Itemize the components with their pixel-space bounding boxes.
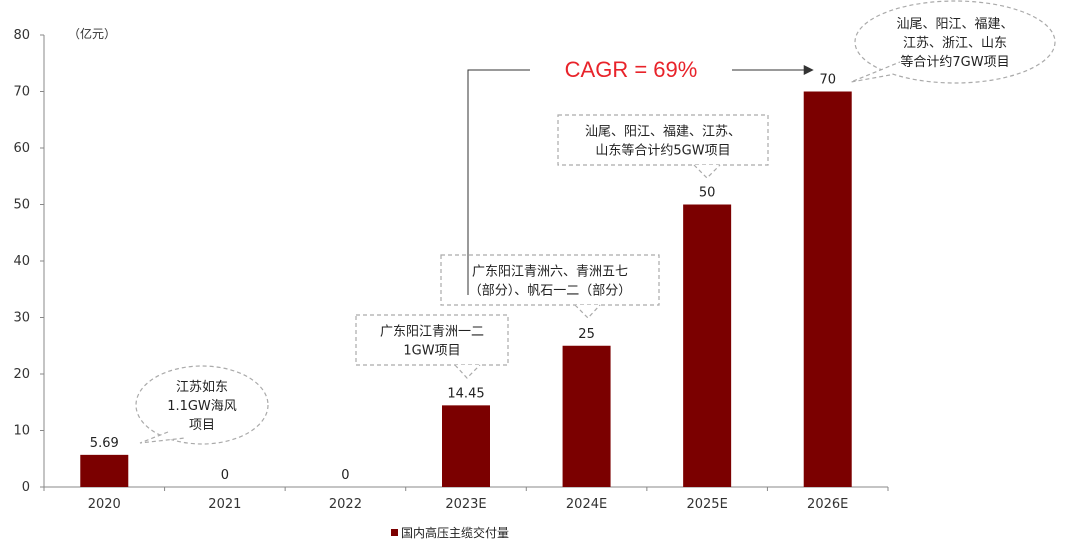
data-labels: 5.69 0 0 14.45 25 50 70 bbox=[90, 73, 836, 484]
callout-pointer bbox=[850, 61, 901, 83]
callout-pointer bbox=[139, 431, 186, 444]
callout-text: 山东等合计约5GW项目 bbox=[595, 143, 730, 159]
data-label: 0 bbox=[221, 468, 229, 483]
x-tick-label: 2024E bbox=[566, 497, 607, 512]
callout: 汕尾、阳江、福建、江苏、山东等合计约5GW项目 bbox=[557, 114, 769, 179]
data-label: 5.69 bbox=[90, 436, 119, 451]
x-tick-label: 2026E bbox=[807, 497, 848, 512]
callout-text: 广东阳江青洲一二 bbox=[380, 325, 484, 340]
y-tick-label: 80 bbox=[13, 28, 30, 43]
callout-text: 江苏如东 bbox=[176, 379, 228, 395]
cagr-annotation: CAGR = 69% bbox=[467, 57, 814, 295]
data-label: 50 bbox=[699, 186, 716, 201]
bar-series bbox=[80, 91, 852, 487]
y-tick-label: 30 bbox=[13, 311, 30, 326]
cagr-arrowhead bbox=[803, 65, 814, 75]
legend-swatch bbox=[391, 529, 398, 536]
callout-box bbox=[355, 314, 509, 366]
bar bbox=[683, 204, 732, 487]
callout-box bbox=[440, 254, 660, 306]
bar bbox=[80, 454, 129, 487]
x-tick-label: 2023E bbox=[445, 497, 486, 512]
y-tick-label: 10 bbox=[13, 424, 30, 439]
callout-box bbox=[557, 114, 769, 166]
axes: 0 10 20 30 40 50 60 70 80 2020 2021 2022 2023E 2024E 2… bbox=[13, 28, 889, 512]
y-tick-label: 70 bbox=[13, 85, 30, 100]
x-tick-label: 2021 bbox=[208, 497, 241, 512]
cagr-label: CAGR = 69% bbox=[565, 57, 698, 82]
legend: 国内高压主缆交付量 bbox=[391, 525, 509, 540]
callout-pointer bbox=[693, 164, 721, 179]
callout-bubble bbox=[854, 0, 1056, 84]
y-tick-label: 20 bbox=[13, 367, 30, 382]
bar bbox=[803, 91, 852, 487]
callout-text: 1GW项目 bbox=[403, 344, 460, 359]
callout-text: 汕尾、阳江、福建、 bbox=[896, 17, 1013, 32]
callout: 广东阳江青洲一二 1GW项目 bbox=[355, 314, 509, 379]
data-label: 70 bbox=[819, 73, 836, 88]
callout: 广东阳江青洲六、青洲五七 （部分）、帆石一二（部分） bbox=[440, 254, 660, 319]
callout-text: 1.1GW海风 bbox=[167, 399, 237, 414]
bar bbox=[442, 405, 490, 487]
callout-text: 江苏、浙江、山东 bbox=[903, 35, 1007, 51]
callout-text: 汕尾、阳江、福建、江苏、 bbox=[585, 124, 741, 140]
y-tick-label: 50 bbox=[13, 198, 30, 213]
callout-pointer bbox=[454, 364, 481, 379]
callout-bubble bbox=[135, 365, 269, 445]
callout-text: 项目 bbox=[189, 418, 215, 433]
data-label: 14.45 bbox=[447, 386, 484, 401]
y-axis-unit-label: （亿元） bbox=[68, 26, 116, 41]
y-tick-label: 0 bbox=[22, 480, 30, 495]
y-tick-label: 40 bbox=[13, 254, 30, 269]
cagr-bracket-left bbox=[467, 69, 530, 295]
data-label: 0 bbox=[341, 468, 349, 483]
data-label: 25 bbox=[578, 327, 595, 342]
callout-text: 等合计约7GW项目 bbox=[900, 54, 1009, 70]
bar bbox=[562, 345, 611, 487]
y-tick-label: 60 bbox=[13, 141, 30, 156]
callout-text: （部分）、帆石一二（部分） bbox=[469, 284, 632, 299]
callout-pointer bbox=[574, 304, 601, 319]
x-tick-label: 2025E bbox=[686, 497, 727, 512]
callout-text: 广东阳江青洲六、青洲五七 bbox=[472, 265, 628, 280]
x-tick-label: 2022 bbox=[329, 497, 362, 512]
legend-label: 国内高压主缆交付量 bbox=[401, 525, 509, 540]
x-tick-label: 2020 bbox=[88, 497, 121, 512]
